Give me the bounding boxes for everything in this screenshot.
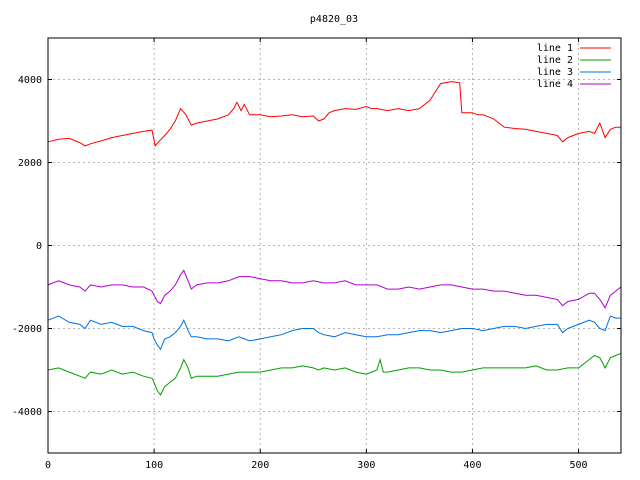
series-line-2 <box>47 352 622 396</box>
series-line-3 <box>47 315 621 351</box>
grid-lines <box>48 38 621 453</box>
x-tick-label: 400 <box>463 460 481 471</box>
x-tick-label: 100 <box>145 460 163 471</box>
series-lines <box>47 81 622 396</box>
y-tick-label: 0 <box>36 241 42 252</box>
legend-label: line 4 <box>537 79 573 90</box>
x-tick-label: 0 <box>45 460 51 471</box>
x-tick-label: 200 <box>251 460 269 471</box>
y-tick-label: 4000 <box>18 75 42 86</box>
chart-title: p4820_03 <box>310 14 358 25</box>
x-tick-label: 500 <box>570 460 588 471</box>
y-tick-label: -4000 <box>12 407 42 418</box>
x-tick-label: 300 <box>357 460 375 471</box>
series-line-1 <box>47 81 621 148</box>
axis-ticks: 0 100 200 300 400 500 -4000 -2000 0 2000 4000 <box>12 38 621 471</box>
y-tick-label: -2000 <box>12 324 42 335</box>
legend-label: line 3 <box>537 67 573 78</box>
legend-label: line 2 <box>537 55 573 66</box>
series-line-4 <box>47 269 622 309</box>
legend-label: line 1 <box>537 43 573 54</box>
y-tick-label: 2000 <box>18 158 42 169</box>
